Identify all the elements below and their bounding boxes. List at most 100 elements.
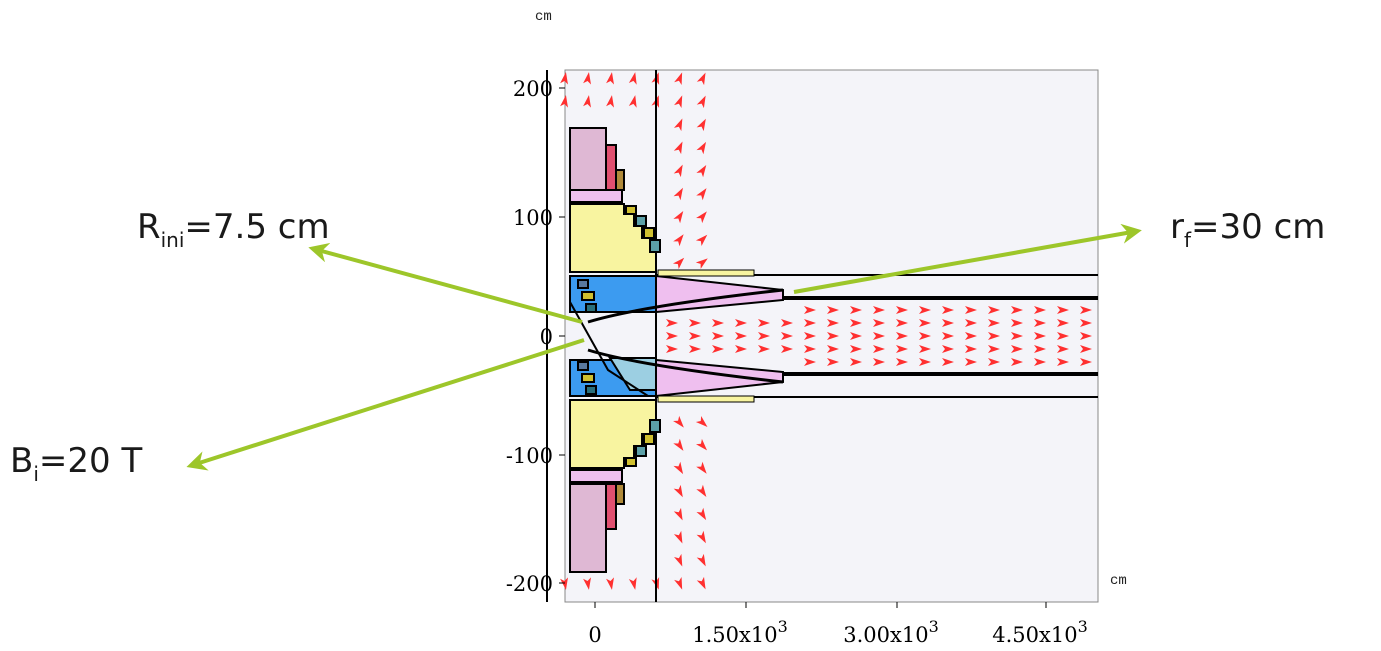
field-arrow — [673, 438, 684, 451]
field-arrow — [673, 461, 684, 475]
field-arrow — [583, 72, 591, 85]
label-b-i: Bi=20 T — [10, 441, 142, 486]
field-arrow — [988, 358, 1000, 366]
field-arrow — [696, 211, 707, 224]
y-tick-minus-100: -100 — [506, 444, 553, 468]
field-arrow — [1034, 358, 1046, 366]
field-arrow — [1057, 332, 1069, 340]
field-arrow — [696, 530, 706, 544]
field-arrow — [896, 319, 908, 327]
field-arrow — [988, 306, 1000, 314]
field-arrow — [560, 577, 568, 590]
field-arrow — [696, 188, 707, 201]
beam-profile — [569, 288, 784, 397]
field-arrow — [674, 95, 683, 109]
field-arrow — [628, 95, 637, 108]
field-arrow — [560, 95, 568, 108]
field-arrow — [873, 319, 885, 327]
field-arrow — [696, 507, 707, 521]
field-arrow — [965, 358, 977, 366]
field-arrow — [695, 416, 708, 427]
field-arrow — [942, 319, 954, 327]
unit-label-top: cm — [535, 9, 552, 25]
field-arrow — [919, 306, 931, 314]
x-tick-labels: 0 1.50x103 3.00x103 4.50x103 — [588, 617, 1087, 647]
field-arrow — [1034, 319, 1046, 327]
field-arrow — [758, 319, 770, 327]
field-arrow — [804, 306, 816, 314]
field-arrow — [827, 345, 839, 353]
field-arrow — [696, 576, 706, 590]
field-arrow — [735, 332, 747, 340]
field-arrow — [606, 95, 614, 108]
field-arrow — [695, 234, 708, 247]
field-arrow — [781, 345, 793, 353]
x-tick-1500: 1.50x103 — [692, 617, 788, 647]
field-arrow — [674, 553, 683, 567]
field-arrow — [804, 319, 816, 327]
field-arrow — [696, 438, 708, 451]
field-arrow — [942, 332, 954, 340]
field-arrow — [896, 345, 908, 353]
field-arrow — [873, 345, 885, 353]
field-arrow — [988, 319, 1000, 327]
field-arrow — [628, 72, 637, 85]
field-arrow — [942, 306, 954, 314]
x-tick-4500: 4.50x103 — [992, 617, 1088, 647]
field-arrow — [827, 306, 839, 314]
field-arrow — [712, 319, 724, 327]
field-arrow — [896, 358, 908, 366]
field-arrow — [1034, 306, 1046, 314]
field-arrow — [1011, 319, 1023, 327]
field-arrow — [673, 187, 683, 201]
field-arrow — [850, 345, 862, 353]
field-arrow — [1080, 358, 1092, 366]
field-arrow — [919, 332, 931, 340]
field-arrow — [919, 358, 931, 366]
field-arrow — [696, 461, 707, 474]
field-arrow — [673, 484, 683, 498]
field-arrow — [696, 72, 706, 86]
y-tick-minus-200: -200 — [506, 572, 553, 596]
field-arrow — [666, 319, 678, 327]
field-arrow — [827, 319, 839, 327]
field-arrow — [1011, 358, 1023, 366]
y-tick-labels: 200 100 0 -100 -200 — [506, 77, 553, 596]
label-r-f: rf=30 cm — [1170, 207, 1325, 252]
field-arrow — [942, 345, 954, 353]
field-arrow — [735, 319, 747, 327]
axis-ticks — [559, 87, 1047, 608]
field-arrow — [674, 72, 683, 86]
field-arrow — [673, 530, 683, 544]
field-arrow — [735, 345, 747, 353]
field-arrow — [689, 332, 701, 340]
field-arrow — [673, 234, 684, 247]
field-arrow — [1080, 345, 1092, 353]
field-arrow — [673, 141, 683, 155]
field-arrow — [1080, 332, 1092, 340]
field-arrow — [1011, 332, 1023, 340]
field-arrow — [696, 95, 706, 109]
field-arrow — [606, 72, 614, 85]
field-arrow — [896, 306, 908, 314]
field-arrow — [712, 332, 724, 340]
x-tick-3000: 3.00x103 — [843, 617, 939, 647]
field-arrow — [583, 577, 591, 590]
field-arrow — [1080, 306, 1092, 314]
field-arrow — [666, 345, 678, 353]
field-arrows — [560, 72, 1092, 590]
field-arrow — [965, 306, 977, 314]
field-arrow — [758, 332, 770, 340]
x-tick-0: 0 — [588, 623, 601, 647]
field-arrow — [873, 306, 885, 314]
y-tick-100: 100 — [513, 206, 553, 230]
field-arrow — [781, 332, 793, 340]
field-arrow — [672, 257, 685, 270]
field-arrow — [689, 345, 701, 353]
magnet-coils — [569, 127, 784, 573]
field-arrow — [1057, 319, 1069, 327]
field-arrow — [965, 332, 977, 340]
field-arrow — [804, 358, 816, 366]
annotation-arrows — [186, 223, 1142, 471]
